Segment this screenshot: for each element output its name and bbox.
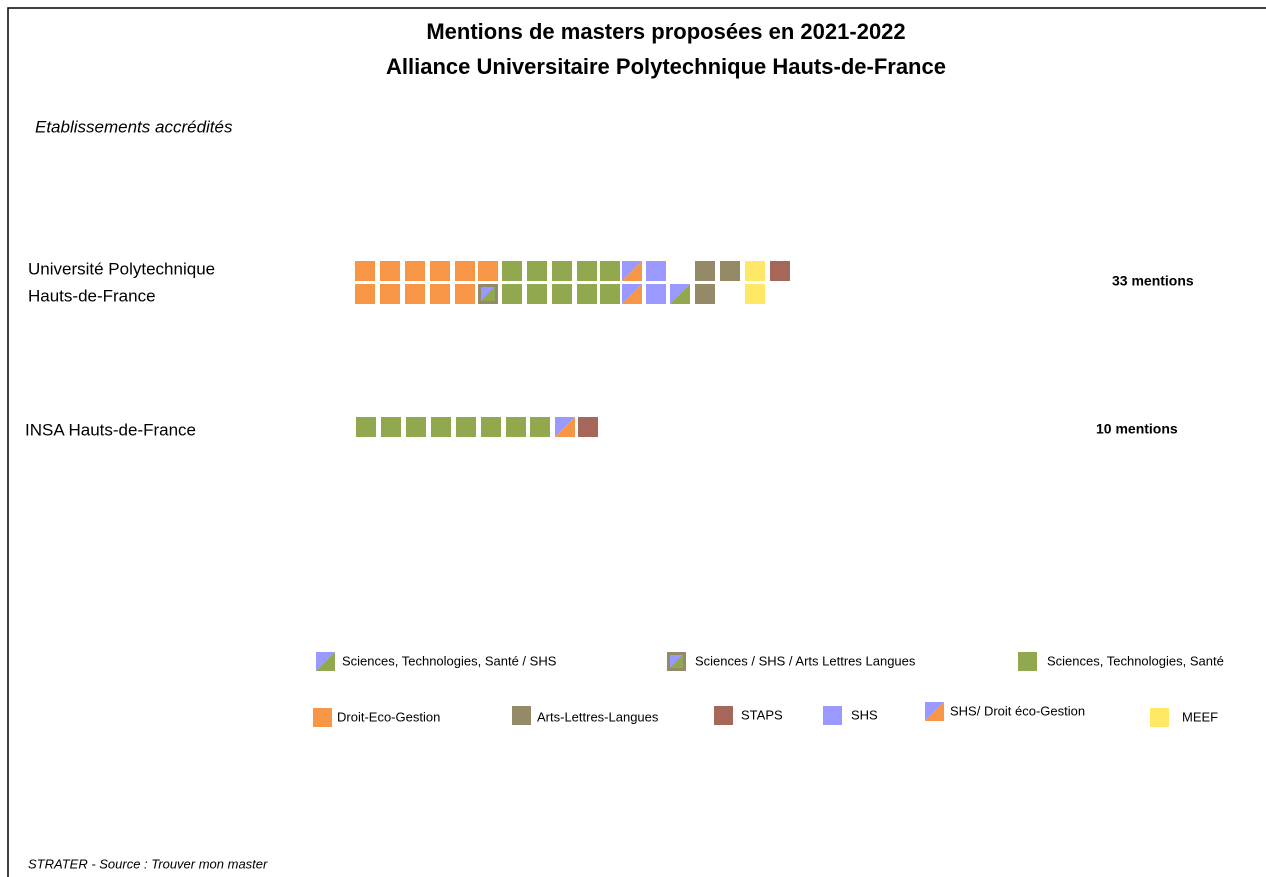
legend-label: Sciences, Technologies, Santé / SHS (342, 653, 557, 668)
square (770, 261, 790, 281)
legend-label: MEEF (1182, 709, 1218, 724)
frame (7, 7, 1266, 877)
square (502, 261, 522, 281)
square (1018, 652, 1037, 671)
square (527, 261, 547, 281)
square (381, 417, 401, 437)
square (380, 261, 400, 281)
square (456, 417, 476, 437)
square (478, 261, 498, 281)
square (823, 706, 842, 725)
mention-count: 33 mentions (1112, 273, 1194, 289)
square (552, 261, 572, 281)
square (430, 261, 450, 281)
square-half (555, 417, 575, 437)
square (600, 284, 620, 304)
square (714, 706, 733, 725)
square (512, 706, 531, 725)
title: Alliance Universitaire Polytechnique Hau… (386, 54, 946, 79)
square (745, 284, 765, 304)
square (355, 284, 375, 304)
legend-label: Arts-Lettres-Langues (537, 709, 659, 724)
square (455, 261, 475, 281)
square (530, 417, 550, 437)
square-half (622, 261, 642, 281)
legend-label: SHS (851, 707, 878, 722)
legend-label: Sciences / SHS / Arts Lettres Langues (695, 653, 916, 668)
square-half (670, 284, 690, 304)
square (356, 417, 376, 437)
square-half (670, 655, 683, 668)
square (646, 284, 666, 304)
square (646, 261, 666, 281)
legend-label: STAPS (741, 707, 783, 722)
square (600, 261, 620, 281)
square (527, 284, 547, 304)
title: Mentions de masters proposées en 2021-20… (426, 19, 905, 44)
footer: STRATER - Source : Trouver mon master (28, 856, 268, 871)
square (506, 417, 526, 437)
square (405, 284, 425, 304)
square (720, 261, 740, 281)
square (502, 284, 522, 304)
square (406, 417, 426, 437)
institution-name: Université Polytechnique (28, 259, 215, 278)
square (431, 417, 451, 437)
mention-count: 10 mentions (1096, 421, 1178, 437)
square (695, 261, 715, 281)
legend-label: Sciences, Technologies, Santé (1047, 653, 1224, 668)
square (481, 417, 501, 437)
square-half (481, 287, 495, 301)
square (430, 284, 450, 304)
square-half (622, 284, 642, 304)
square (745, 261, 765, 281)
square (1150, 708, 1169, 727)
square (355, 261, 375, 281)
square (577, 261, 597, 281)
square (380, 284, 400, 304)
square (577, 284, 597, 304)
square-half (925, 702, 944, 721)
institution-name: Hauts-de-France (28, 286, 156, 305)
square (695, 284, 715, 304)
square (313, 708, 332, 727)
legend-label: SHS/ Droit éco-Gestion (950, 703, 1085, 718)
square (405, 261, 425, 281)
square (552, 284, 572, 304)
square-half (316, 652, 335, 671)
section-label: Etablissements accrédités (35, 117, 233, 136)
square (578, 417, 598, 437)
square (455, 284, 475, 304)
institution-name: INSA Hauts-de-France (25, 420, 196, 439)
legend-label: Droit-Eco-Gestion (337, 709, 440, 724)
